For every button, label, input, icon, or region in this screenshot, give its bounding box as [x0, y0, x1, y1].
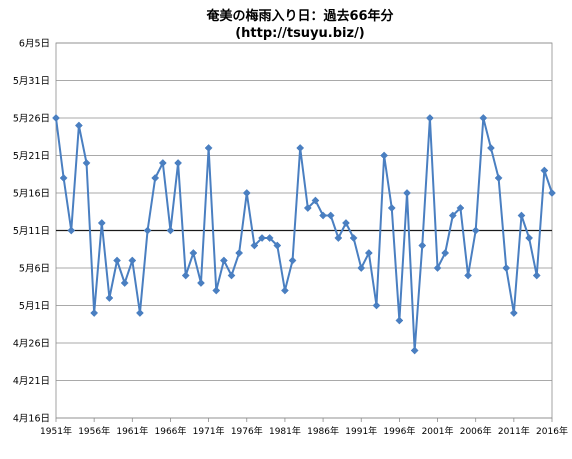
y-tick-label: 4月21日 — [13, 376, 50, 387]
x-tick-label: 2016年 — [536, 425, 568, 437]
data-point — [433, 264, 442, 272]
data-point — [540, 166, 549, 175]
data-point — [151, 174, 160, 182]
y-tick-label: 5月31日 — [13, 76, 50, 87]
y-tick-label: 5月6日 — [19, 264, 50, 275]
data-point — [441, 249, 450, 257]
data-point — [380, 151, 389, 160]
data-point — [181, 271, 190, 280]
data-point — [517, 211, 526, 220]
data-point — [235, 249, 244, 257]
data-point — [548, 189, 556, 197]
data-point — [219, 256, 228, 265]
data-point — [174, 159, 183, 167]
data-point — [395, 316, 404, 325]
data-point — [288, 256, 297, 265]
data-point — [334, 234, 343, 242]
data-point — [59, 174, 68, 182]
data-point — [387, 204, 396, 212]
data-point — [204, 144, 213, 152]
x-tick-label: 1956年 — [78, 425, 110, 437]
x-tick-labels: 1951年 1956年 1961年 1966年 1971年 1976年 1981年 1986年… — [40, 425, 568, 437]
y-tick-label: 5月16日 — [13, 189, 50, 200]
data-point — [143, 226, 152, 235]
x-tick-label: 1981年 — [269, 425, 301, 437]
data-point — [166, 226, 175, 235]
data-point — [418, 241, 427, 250]
data-point — [113, 256, 121, 265]
data-point — [97, 219, 106, 227]
x-tick-label: 1976年 — [231, 425, 263, 437]
y-tick-label: 4月16日 — [13, 414, 50, 425]
y-tick-label: 5月26日 — [13, 114, 50, 125]
data-point — [311, 196, 320, 205]
x-tick-label: 2001年 — [422, 425, 454, 437]
x-tick-label: 1996年 — [383, 425, 415, 437]
y-tick-label: 5月1日 — [19, 301, 50, 312]
data-point — [494, 174, 503, 182]
data-point — [364, 249, 373, 257]
data-point — [265, 234, 274, 242]
data-point — [479, 114, 488, 122]
data-point — [410, 346, 419, 355]
x-tick-label: 1961年 — [116, 425, 148, 437]
data-point — [67, 226, 76, 235]
data-point — [471, 226, 480, 235]
data-point — [403, 189, 411, 197]
y-tick-label: 4月26日 — [13, 339, 50, 350]
data-point — [303, 204, 312, 212]
data-point — [52, 114, 60, 122]
chart-subtitle: (http://tsuyu.biz/) — [235, 26, 365, 41]
data-point — [158, 159, 167, 167]
data-point — [464, 271, 473, 280]
data-point — [128, 256, 137, 265]
data-point — [425, 114, 434, 122]
data-point — [525, 234, 534, 242]
data-point — [258, 234, 266, 242]
data-point — [326, 211, 335, 220]
x-tick-label: 1986年 — [307, 425, 339, 437]
data-point — [250, 241, 259, 250]
series-group — [52, 114, 556, 355]
data-point — [135, 309, 144, 317]
x-tick-label: 1991年 — [345, 425, 377, 437]
data-point — [456, 204, 465, 212]
data-point — [74, 121, 83, 130]
y-tick-label: 5月21日 — [13, 151, 50, 162]
data-point — [242, 189, 251, 197]
y-tick-labels: 4月16日 4月21日 4月26日 5月1日 5月6日 5月11日 5月16日 5月21日 5月… — [13, 39, 50, 425]
y-tick-label: 5月11日 — [13, 226, 50, 237]
x-tick-label: 2006年 — [460, 425, 492, 437]
data-point — [357, 264, 366, 272]
data-point — [212, 286, 221, 295]
data-point — [105, 294, 114, 302]
data-point — [280, 286, 289, 295]
data-point — [90, 309, 99, 317]
data-point — [342, 219, 350, 227]
data-point — [296, 144, 305, 152]
y-tick-label: 6月5日 — [19, 39, 50, 50]
data-point — [487, 144, 495, 152]
data-point — [197, 279, 205, 287]
data-point — [319, 211, 328, 220]
data-point — [349, 234, 358, 242]
series-line — [55, 117, 553, 352]
data-point — [82, 159, 91, 167]
x-tick-label: 1966年 — [155, 425, 187, 437]
data-point — [448, 211, 457, 220]
chart-title: 奄美の梅雨入り日：過去66年分 — [205, 8, 393, 24]
data-point — [120, 279, 129, 287]
x-tick-label: 1971年 — [193, 425, 225, 437]
data-point — [273, 241, 282, 250]
x-tick-label: 1951年 — [40, 425, 72, 437]
data-point — [189, 249, 198, 257]
data-point — [509, 309, 518, 317]
data-point — [502, 264, 511, 272]
data-point — [532, 271, 541, 280]
data-point — [372, 301, 381, 310]
data-point — [227, 271, 236, 280]
x-tick-label: 2011年 — [498, 425, 530, 437]
